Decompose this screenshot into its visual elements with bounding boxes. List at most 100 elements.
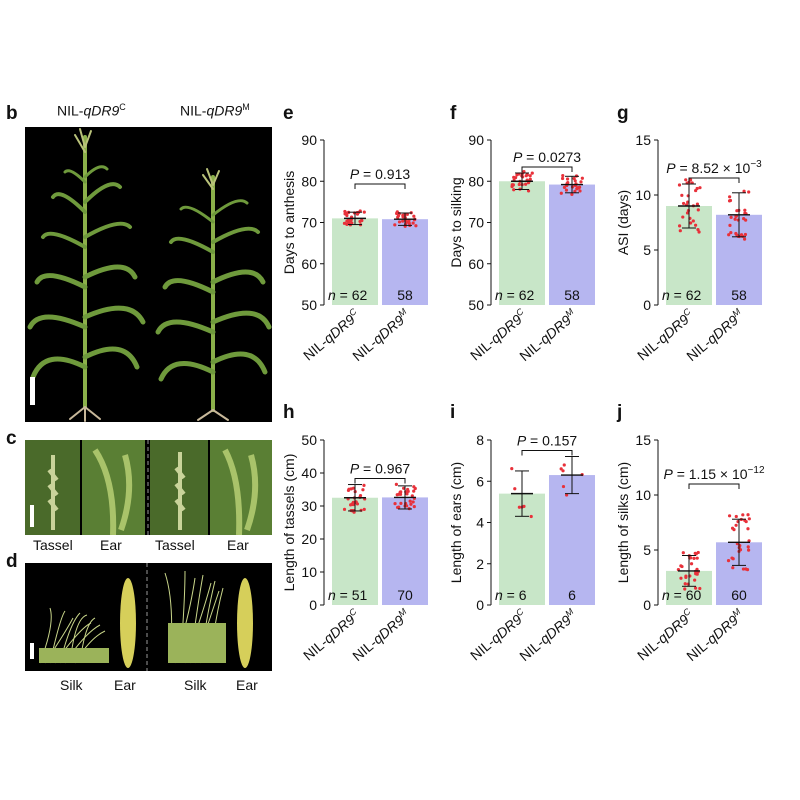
data-point: [408, 499, 412, 503]
p-value: P = 0.967: [350, 461, 411, 477]
significance-bracket: [688, 177, 740, 183]
data-point: [358, 494, 363, 498]
data-point: [412, 505, 416, 509]
chart-panel-i: 0 2 4 6 8 Length of ears (cm) n = 6 6 P = 0.157 N…: [448, 432, 595, 664]
data-point: [693, 551, 697, 555]
data-point: [681, 551, 685, 555]
n-label: 60: [731, 587, 747, 603]
n-label: n = 51: [328, 587, 368, 603]
y-tick-label: 0: [309, 597, 317, 613]
y-tick-label: 60: [301, 256, 317, 272]
chart-panel-e: 50 60 70 80 90 Days to anthesis n = 62 58 P = 0.…: [281, 132, 428, 364]
y-tick-label: 50: [301, 432, 317, 448]
p-value: P = 0.0273: [513, 149, 581, 165]
data-point: [677, 224, 682, 228]
data-point: [747, 548, 751, 552]
y-tick-label: 6: [476, 473, 484, 489]
data-point: [402, 486, 406, 490]
data-point: [746, 545, 750, 549]
data-point: [393, 223, 397, 227]
data-point: [525, 173, 529, 177]
data-point: [688, 178, 693, 182]
data-point: [578, 185, 582, 189]
data-point: [399, 501, 403, 505]
data-point: [733, 217, 737, 221]
data-point: [414, 224, 418, 228]
data-point: [746, 513, 750, 517]
y-axis-label: Length of ears (cm): [448, 462, 464, 583]
chart-panel-g: 0 5 10 15 ASI (days) n = 62 58 P = 8.52 × 10−3 N…: [615, 132, 762, 364]
y-axis-label: Length of silks (cm): [615, 462, 631, 583]
data-point: [691, 219, 695, 223]
data-point: [683, 587, 687, 591]
data-point: [730, 526, 735, 530]
data-point: [681, 201, 686, 206]
data-point: [689, 562, 694, 566]
y-tick-label: 50: [468, 297, 484, 313]
significance-bracket: [354, 478, 406, 484]
n-label: n = 62: [495, 287, 535, 303]
data-point: [407, 221, 411, 225]
data-point: [694, 223, 698, 227]
data-point: [684, 574, 688, 578]
data-point: [522, 169, 526, 174]
y-tick-label: 5: [643, 242, 651, 258]
data-point: [559, 191, 563, 195]
chart-panel-f: 50 60 70 80 90 Days to silking n = 62 58 P = 0.0…: [448, 132, 595, 364]
n-label: n = 62: [662, 287, 702, 303]
data-point: [398, 490, 402, 494]
data-point: [678, 229, 682, 233]
y-tick-label: 40: [301, 465, 317, 481]
data-point: [528, 177, 532, 181]
data-point: [734, 214, 738, 218]
data-point: [513, 487, 517, 491]
data-point: [696, 228, 700, 232]
photo-b-maize-plants: [25, 127, 272, 422]
data-point: [561, 173, 565, 178]
caption-c-1: Tassel: [33, 537, 73, 553]
data-point: [741, 567, 746, 571]
caption-d-2: Ear: [114, 677, 136, 693]
p-value: P = 0.913: [350, 166, 411, 182]
data-point: [517, 505, 521, 509]
bar: [549, 475, 595, 605]
y-tick-label: 90: [468, 132, 484, 148]
data-point: [361, 488, 365, 492]
bar: [332, 218, 378, 305]
data-point: [743, 208, 747, 212]
data-point: [698, 186, 702, 190]
scale-bar: [30, 377, 35, 405]
data-point: [689, 221, 693, 225]
data-point: [681, 215, 685, 219]
data-point: [362, 210, 366, 214]
y-tick-label: 15: [635, 132, 651, 148]
y-tick-label: 90: [301, 132, 317, 148]
n-label: n = 62: [328, 287, 368, 303]
data-point: [734, 523, 738, 527]
data-point: [727, 514, 732, 518]
ear-right: [222, 448, 259, 535]
data-point: [573, 189, 577, 193]
data-point: [406, 487, 410, 492]
y-axis-label: ASI (days): [615, 190, 631, 255]
y-tick-label: 50: [301, 297, 317, 313]
data-point: [411, 221, 415, 225]
y-tick-label: 10: [635, 187, 651, 203]
data-point: [745, 568, 750, 572]
caption-c-4: Ear: [227, 537, 249, 553]
data-point: [570, 185, 575, 189]
y-tick-label: 20: [301, 531, 317, 547]
caption-d-4: Ear: [236, 677, 258, 693]
y-tick-label: 30: [301, 498, 317, 514]
data-point: [344, 211, 348, 215]
y-tick-label: 5: [643, 542, 651, 558]
data-point: [393, 501, 397, 506]
p-value: P = 0.157: [517, 433, 578, 449]
data-point: [731, 557, 735, 561]
n-label: n = 6: [495, 587, 527, 603]
data-point: [698, 586, 702, 591]
data-point: [731, 566, 735, 570]
data-point: [401, 219, 405, 223]
data-point: [526, 189, 531, 193]
data-point: [342, 221, 347, 225]
